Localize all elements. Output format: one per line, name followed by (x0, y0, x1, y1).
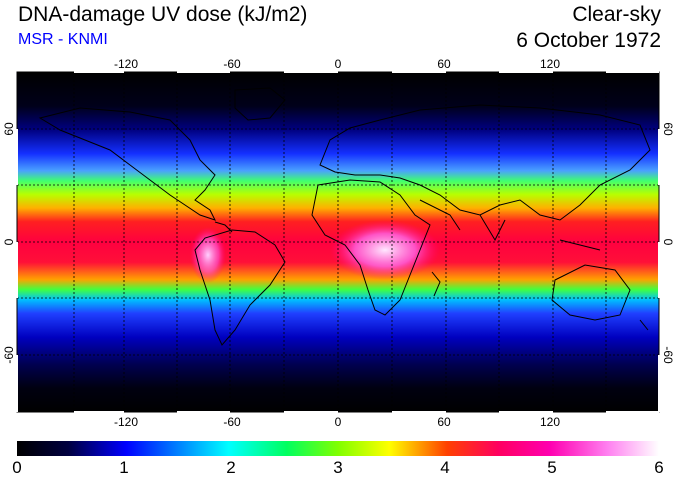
lat-label-right: -60 (661, 346, 675, 364)
lon-label-bottom: 60 (437, 415, 451, 429)
lon-label-bottom: -120 (114, 415, 138, 429)
colorbar-label: 2 (226, 458, 236, 477)
new-zealand-outline (639, 319, 649, 331)
frame-ticks (16, 71, 660, 413)
lon-label-top: 60 (437, 57, 451, 71)
greenland-outline (234, 87, 286, 121)
india-outline (479, 214, 506, 242)
madagascar-outline (431, 271, 441, 297)
colorbar (17, 441, 659, 456)
coastlines (38, 87, 651, 346)
colorbar-label: 4 (440, 458, 450, 477)
lon-label-top: 0 (335, 57, 342, 71)
lon-label-top: 120 (540, 57, 560, 71)
colorbar-label: 0 (12, 458, 22, 477)
lon-label-bottom: 0 (335, 415, 342, 429)
lat-label-left: -60 (2, 346, 16, 364)
colorbar-label: 5 (547, 458, 557, 477)
north-america-outline (38, 107, 216, 221)
south-america-outline (194, 229, 286, 346)
colorbar-label: 3 (333, 458, 343, 477)
source-label: MSR - KNMI (18, 31, 108, 48)
lon-label-top: -120 (114, 57, 138, 71)
hotspot-africa (330, 220, 440, 280)
map-title: DNA-damage UV dose (kJ/m2) (18, 3, 308, 26)
lat-label-right: 0 (661, 239, 675, 246)
uv-field (17, 72, 659, 412)
arabia-outline (419, 199, 461, 231)
lat-label-left: 60 (2, 122, 16, 136)
hotspot-andes (190, 227, 226, 283)
eurasia-outline (319, 104, 651, 221)
lat-label-right: 60 (661, 122, 675, 136)
colorbar-label: 6 (654, 458, 664, 477)
lon-label-bottom: 120 (540, 415, 560, 429)
gridlines (17, 72, 659, 412)
lon-label-top: -60 (223, 57, 241, 71)
date-label: 6 October 1972 (516, 29, 661, 52)
sky-condition-label: Clear-sky (572, 3, 661, 26)
australia-outline (551, 264, 631, 321)
lon-label-bottom: -60 (223, 415, 241, 429)
lat-label-left: 0 (2, 238, 16, 245)
colorbar-label: 1 (119, 458, 129, 477)
